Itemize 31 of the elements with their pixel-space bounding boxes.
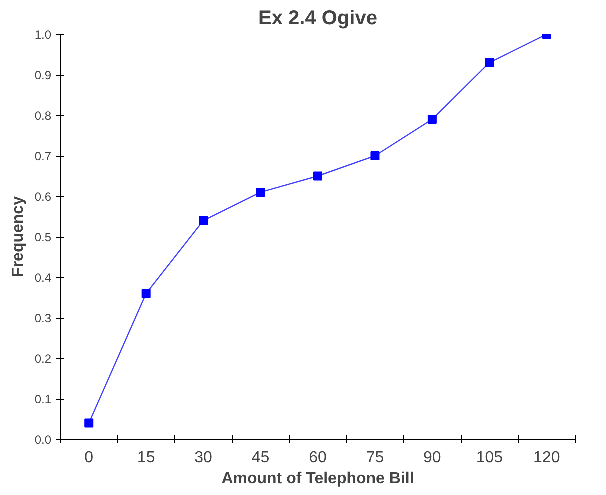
x-tick-label: 30 bbox=[194, 450, 213, 466]
y-tick-label: 0.8 bbox=[34, 109, 52, 123]
x-tick-label: 15 bbox=[137, 450, 156, 466]
point bbox=[314, 172, 322, 181]
y-tick-label: 0.7 bbox=[34, 150, 52, 164]
x-tick-label: 90 bbox=[424, 450, 442, 466]
y-axis-title: Frequency bbox=[10, 196, 27, 278]
y-tick-label: 0.5 bbox=[34, 230, 52, 244]
x-tick-label: 105 bbox=[476, 450, 504, 466]
y-tick-label: 0.2 bbox=[34, 352, 52, 366]
y-tick-label: 0.0 bbox=[34, 433, 52, 447]
point bbox=[256, 188, 266, 197]
y-tick-label: 1.0 bbox=[34, 28, 52, 42]
chart-title: Ex 2.4 Ogive bbox=[258, 8, 378, 30]
point bbox=[485, 58, 494, 68]
y-tick-label: 0.4 bbox=[34, 271, 52, 285]
x-tick-label: 0 bbox=[84, 450, 94, 466]
x-tick-label: 120 bbox=[534, 450, 560, 466]
x-tick-label: 75 bbox=[366, 450, 384, 466]
y-tick-label: 0.9 bbox=[34, 68, 52, 82]
y-tick-label: 0.6 bbox=[34, 190, 52, 204]
point bbox=[199, 216, 208, 226]
point bbox=[370, 152, 380, 160]
point bbox=[142, 289, 151, 298]
point bbox=[84, 418, 94, 428]
y-tick-label: 0.3 bbox=[34, 312, 52, 326]
y-tick-label: 0.1 bbox=[34, 392, 52, 406]
point bbox=[428, 115, 437, 124]
x-axis-title: Amount of Telephone Bill bbox=[222, 470, 414, 488]
x-tick-label: 45 bbox=[252, 450, 270, 466]
x-tick-label: 60 bbox=[309, 450, 327, 466]
